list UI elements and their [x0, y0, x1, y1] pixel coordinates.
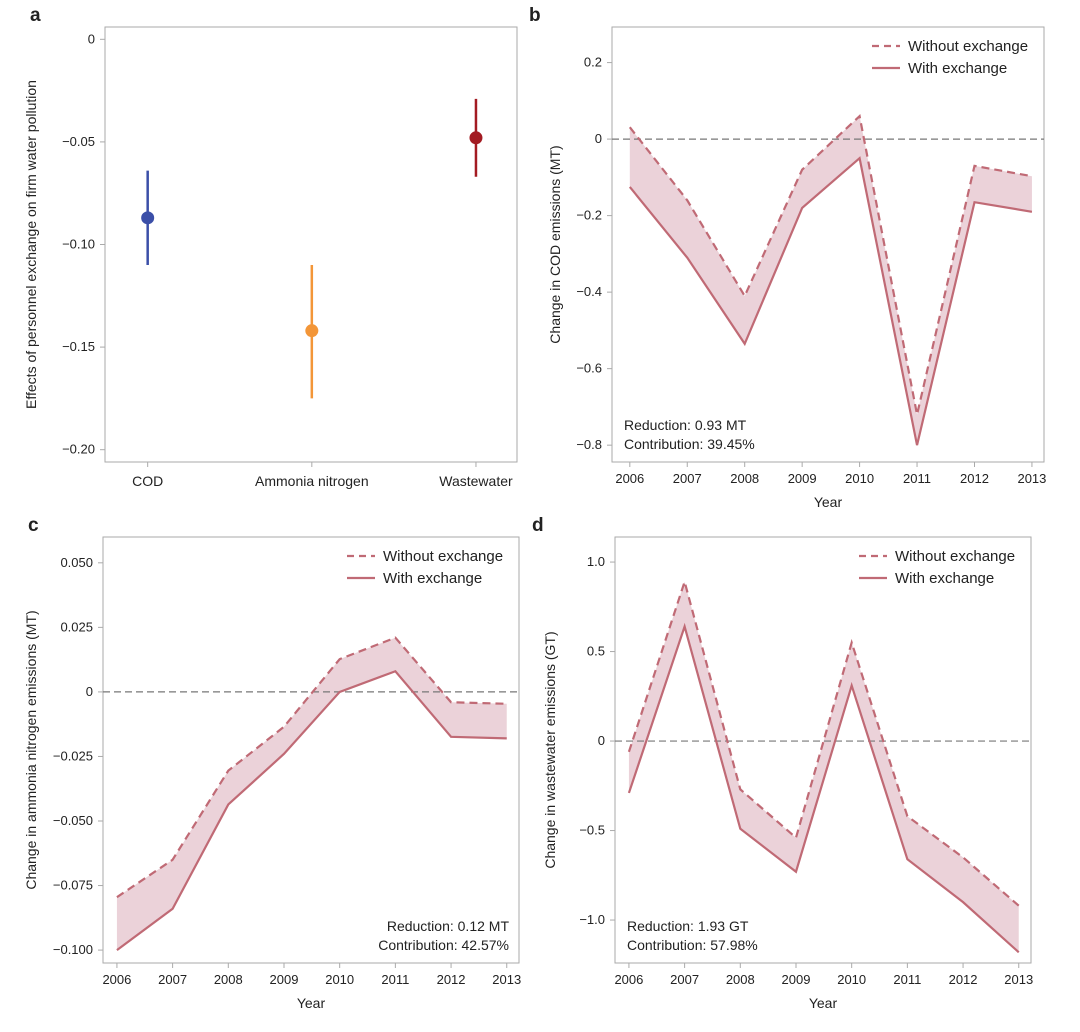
panel-d: d 1.0 0.5 0 −0.5 −1.0 Change in wastewater emi…	[532, 515, 1033, 1011]
annotation-text: Contribution: 42.57%	[378, 937, 509, 953]
x-tick-label: 2013	[1004, 972, 1033, 987]
plot-frame	[102, 536, 520, 964]
x-tick-label: 2009	[782, 972, 811, 987]
y-tick-label: −1.0	[579, 912, 605, 927]
panel-label: c	[28, 515, 39, 536]
series-line-with-exchange	[116, 669, 507, 951]
panel-c: c 0.050 0.025 0 −0.025 −0.050 −0.075 −0.100 Chan…	[23, 515, 521, 1011]
y-tick-label: 0.025	[60, 619, 93, 634]
y-tick-label: −0.075	[53, 878, 93, 893]
y-tick-label: −0.20	[62, 442, 95, 457]
x-tick-label: 2013	[492, 972, 521, 987]
panel-b: b 0.2 0 −0.2 −0.4 −0.6 −0.8 Change in COD emiss…	[529, 5, 1046, 510]
x-tick-label: Wastewater	[439, 473, 513, 489]
legend-label: Without exchange	[908, 38, 1028, 55]
plot-frame	[611, 26, 1045, 463]
x-tick-label: 2006	[614, 972, 643, 987]
annotation-text: Reduction: 0.93 MT	[624, 417, 747, 433]
panel-a: a 0 −0.05 −0.10 −0.15 −0.20 Effects of personn…	[23, 5, 518, 489]
legend-label: Without exchange	[383, 548, 503, 565]
data-point	[141, 211, 155, 225]
panel-label: d	[532, 515, 544, 536]
y-tick-label: 1.0	[587, 554, 605, 569]
y-tick-label: −0.6	[576, 361, 602, 376]
x-axis-label: Year	[814, 494, 843, 510]
legend-label: Without exchange	[895, 548, 1015, 565]
x-tick-label: 2010	[325, 972, 354, 987]
x-tick-label: 2010	[845, 471, 874, 486]
x-tick-label: 2009	[270, 972, 299, 987]
x-tick-label: 2011	[893, 972, 921, 987]
y-tick-label: 0	[86, 684, 93, 699]
series-line-with-exchange	[628, 156, 1033, 446]
difference-area	[629, 116, 1032, 446]
x-tick-label: 2007	[670, 972, 699, 987]
x-tick-label: 2006	[615, 471, 644, 486]
y-tick-label: 0	[595, 131, 602, 146]
x-tick-label: 2007	[673, 471, 702, 486]
legend-label: With exchange	[383, 570, 482, 587]
difference-area	[628, 581, 1019, 953]
annotation-text: Contribution: 57.98%	[627, 937, 758, 953]
y-tick-label: −0.100	[53, 942, 93, 957]
data-point	[305, 324, 319, 338]
y-tick-label: −0.050	[53, 813, 93, 828]
y-tick-label: 0	[88, 31, 95, 46]
y-axis-label: Effects of personnel exchange on firm wa…	[23, 80, 39, 409]
y-tick-label: 0.050	[60, 555, 93, 570]
x-tick-label: 2008	[214, 972, 243, 987]
x-tick-label: 2012	[960, 471, 989, 486]
x-tick-label: 2008	[726, 972, 755, 987]
x-tick-label: Ammonia nitrogen	[255, 473, 369, 489]
panel-label: a	[30, 5, 41, 26]
y-tick-label: −0.15	[62, 339, 95, 354]
x-tick-label: 2006	[102, 972, 131, 987]
x-tick-label: 2013	[1017, 471, 1046, 486]
legend-label: With exchange	[895, 570, 994, 587]
x-tick-label: 2012	[949, 972, 978, 987]
y-tick-label: 0.5	[587, 644, 605, 659]
y-tick-label: 0.2	[584, 55, 602, 70]
annotation-text: Reduction: 1.93 GT	[627, 918, 749, 934]
y-tick-label: −0.5	[579, 823, 605, 838]
x-tick-label: 2008	[730, 471, 759, 486]
y-tick-label: −0.8	[576, 437, 602, 452]
series-line-with-exchange	[627, 622, 1020, 954]
x-tick-label: 2009	[788, 471, 817, 486]
legend-label: With exchange	[908, 60, 1007, 77]
x-tick-label: 2012	[437, 972, 466, 987]
x-tick-label: 2011	[381, 972, 409, 987]
y-tick-label: 0	[598, 733, 605, 748]
x-tick-label: 2007	[158, 972, 187, 987]
x-axis-label: Year	[809, 995, 838, 1011]
difference-area	[116, 637, 507, 951]
annotation-text: Reduction: 0.12 MT	[387, 918, 510, 934]
x-tick-label: 2010	[837, 972, 866, 987]
panel-label: b	[529, 5, 541, 26]
plot-frame	[614, 536, 1032, 964]
x-tick-label: 2011	[903, 471, 931, 486]
y-axis-label: Change in COD emissions (MT)	[547, 145, 563, 343]
x-axis-label: Year	[297, 995, 326, 1011]
annotation-text: Contribution: 39.45%	[624, 436, 755, 452]
y-tick-label: −0.4	[576, 284, 602, 299]
y-tick-label: −0.10	[62, 237, 95, 252]
x-tick-label: COD	[132, 473, 163, 489]
y-tick-label: −0.025	[53, 748, 93, 763]
series-line-without-exchange	[116, 636, 507, 899]
data-point	[469, 131, 483, 145]
series-line-without-exchange	[627, 577, 1020, 907]
y-tick-label: −0.2	[576, 208, 602, 223]
series-line-without-exchange	[628, 113, 1033, 415]
y-tick-label: −0.05	[62, 134, 95, 149]
y-axis-label: Change in wastewater emissions (GT)	[542, 631, 558, 868]
y-axis-label: Change in ammonia nitrogen emissions (MT…	[23, 610, 39, 889]
